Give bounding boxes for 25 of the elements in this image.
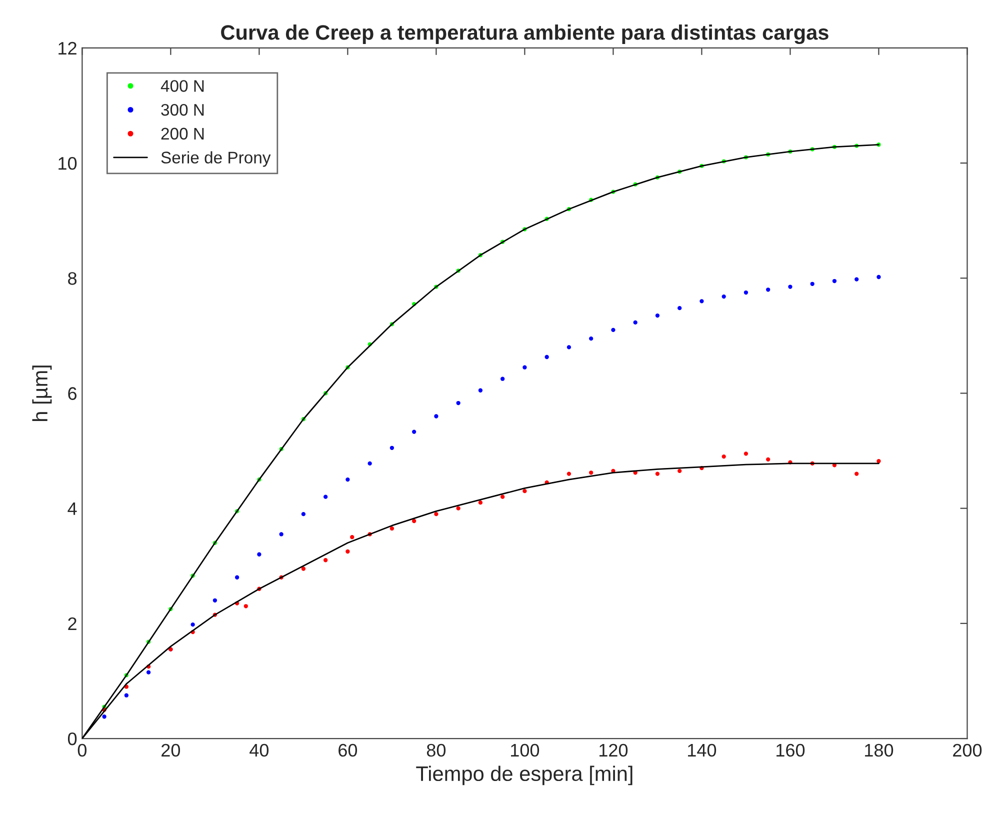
x-axis-title: Tiempo de espera [min]: [416, 766, 632, 786]
x-tick-label: 60: [338, 744, 358, 757]
legend-label: 400 N: [160, 80, 204, 92]
chart-title: Curva de Creep a temperatura ambiente para distintas cargas: [221, 24, 828, 44]
y-tick-label: 4: [68, 502, 77, 515]
x-tick-label: 20: [162, 744, 180, 757]
x-tick-label: 40: [250, 744, 269, 757]
legend-label: 300 N: [161, 104, 204, 116]
y-tick-label: 10: [58, 156, 77, 170]
y-tick-label: 6: [68, 387, 77, 400]
y-axis-title: h [µm]: [32, 366, 52, 421]
y-tick-label: 2: [68, 617, 76, 630]
x-tick-label: 120: [600, 744, 628, 757]
x-tick-label: 80: [426, 744, 446, 757]
x-tick-label: 160: [776, 744, 805, 757]
y-tick-label: 12: [58, 42, 76, 55]
x-tick-label: 140: [688, 744, 716, 757]
x-tick-label: 180: [865, 744, 894, 757]
y-tick-label: 0: [68, 732, 77, 746]
legend-label: Serie de Prony: [161, 151, 271, 167]
x-tick-label: 200: [953, 744, 982, 757]
x-tick-label: 0: [78, 744, 86, 757]
x-tick-label: 100: [511, 744, 540, 757]
legend-label: 200 N: [161, 128, 204, 140]
y-tick-label: 8: [68, 272, 77, 285]
